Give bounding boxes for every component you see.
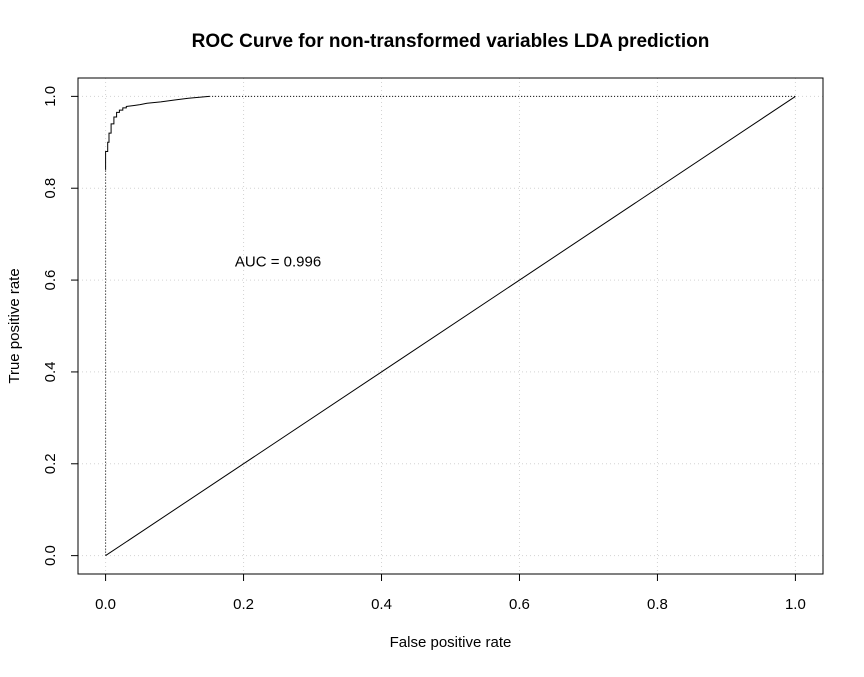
y-tick-label: 0.6 [42, 270, 59, 291]
y-tick-label: 0.4 [42, 361, 59, 382]
series-line-3 [105, 95, 796, 557]
y-tick-label: 0.2 [42, 453, 59, 474]
x-tick-label: 0.8 [647, 596, 668, 613]
y-axis-label: True positive rate [6, 268, 23, 383]
x-tick-label: 0.2 [233, 596, 254, 613]
grid-layer [78, 78, 823, 574]
y-tick-label: 0.0 [42, 545, 59, 566]
tick-layer: 0.0 0.2 0.4 0.6 0.8 1.0 0.0 0.2 0.4 0.6 0.8 1.0 [42, 86, 806, 613]
x-tick-label: 1.0 [785, 596, 806, 613]
data-layer [105, 95, 796, 557]
x-tick-label: 0.6 [509, 596, 530, 613]
series-line-0 [105, 95, 210, 170]
x-tick-label: 0.4 [371, 596, 392, 613]
x-axis-label: False positive rate [390, 634, 512, 651]
plot-border [77, 77, 824, 575]
auc-annotation: AUC = 0.996 [235, 254, 321, 271]
x-tick-label: 0.0 [95, 596, 116, 613]
y-tick-label: 0.8 [42, 178, 59, 199]
chart-title: ROC Curve for non-transformed variables … [192, 31, 710, 52]
y-tick-label: 1.0 [42, 86, 59, 107]
